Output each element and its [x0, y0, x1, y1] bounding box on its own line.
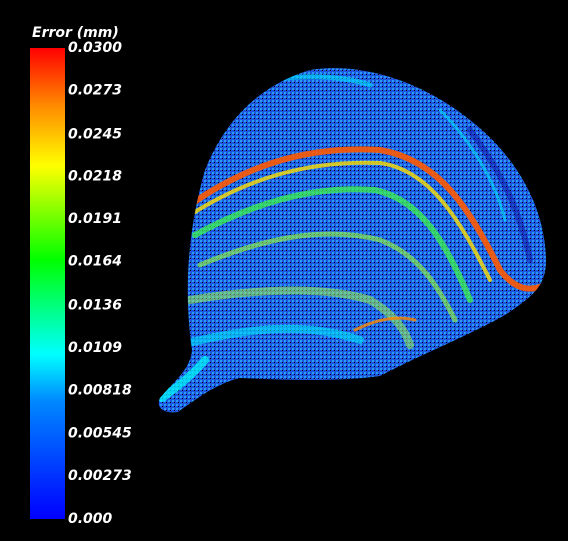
colorbar-tick-label: 0.0136 [68, 297, 122, 313]
colorbar-title: Error (mm) [32, 25, 119, 41]
colorbar-tick-label: 0.0109 [68, 340, 122, 356]
colorbar-tick-label: 0.0164 [68, 254, 122, 270]
colorbar-tick-label: 0.0218 [68, 169, 122, 185]
colorbar-tick-label: 0.00818 [68, 383, 132, 399]
colorbar-tick-label: 0.00545 [68, 425, 132, 441]
colorbar-tick-label: 0.00273 [68, 468, 132, 484]
point-cloud [158, 68, 547, 413]
colorbar-tick-label: 0.0273 [68, 82, 122, 98]
colorbar-tick-label: 0.0300 [68, 40, 122, 56]
colorbar-tick-label: 0.0245 [68, 126, 122, 142]
colorbar [30, 48, 65, 519]
colorbar-tick-label: 0.0191 [68, 211, 122, 227]
colorbar-tick-label: 0.000 [68, 511, 113, 527]
